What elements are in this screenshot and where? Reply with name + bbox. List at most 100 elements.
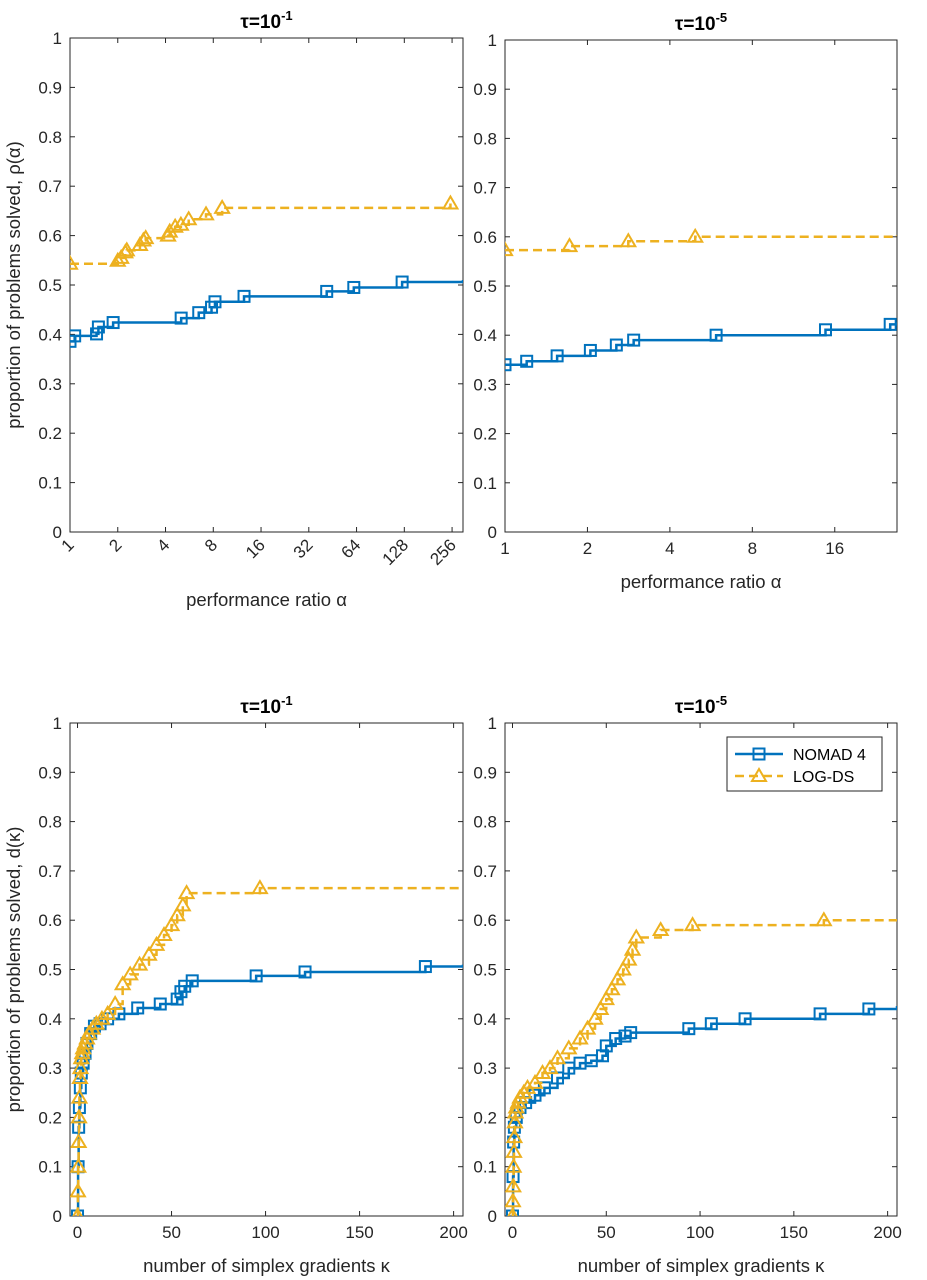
legend-label-logds: LOG-DS	[793, 769, 854, 786]
x-tick-label: 0	[73, 1223, 82, 1242]
axes-box	[504, 722, 898, 1217]
x-tick-label: 1	[500, 539, 509, 558]
series-nomad4	[505, 317, 897, 372]
series-logds	[70, 879, 463, 1216]
x-tick-label: 16	[825, 539, 844, 558]
y-tick-label: 0	[53, 1207, 62, 1226]
chart-title: τ=10-5	[675, 693, 727, 718]
legend-label-nomad4: NOMAD 4	[793, 747, 866, 764]
data-point-nomad4	[596, 1049, 610, 1063]
y-tick-label: 1	[53, 29, 62, 48]
data-point-logds	[541, 1059, 559, 1075]
data-point-nomad4	[704, 1017, 718, 1031]
y-tick-label: 0.4	[473, 1010, 497, 1029]
x-tick-label: 128	[379, 535, 412, 568]
y-tick-label: 0.5	[473, 961, 497, 980]
data-point-nomad4	[249, 969, 263, 983]
data-point-logds	[70, 1182, 87, 1198]
y-tick-label: 0.9	[473, 763, 497, 782]
x-tick-label: 200	[439, 1223, 467, 1242]
data-point-logds	[71, 1068, 89, 1084]
data-point-logds	[623, 940, 642, 956]
data-point-logds	[505, 1192, 522, 1208]
y-tick-label: 0.1	[473, 474, 497, 493]
data-point-nomad4	[682, 1022, 696, 1036]
x-tick-label: 4	[665, 539, 674, 558]
legend-marker-logds	[750, 767, 768, 782]
data-point-nomad4	[170, 992, 184, 1006]
x-tick-label: 256	[426, 535, 459, 568]
data-point-nomad4	[609, 1032, 623, 1046]
y-tick-label: 0.1	[473, 1158, 497, 1177]
y-tick-label: 0	[53, 523, 62, 542]
legend-marker-nomad4	[752, 747, 766, 761]
data-point-logds	[130, 955, 149, 971]
data-point-nomad4	[583, 343, 597, 357]
data-point-logds	[109, 251, 127, 267]
y-tick-label: 0.4	[38, 325, 62, 344]
data-point-logds	[533, 1064, 552, 1080]
data-point-logds	[70, 1108, 88, 1124]
data-point-logds	[140, 945, 158, 961]
y-tick-label: 0.5	[38, 961, 62, 980]
data-point-nomad4	[70, 329, 82, 343]
data-point-logds	[73, 1044, 91, 1060]
data-point-nomad4	[91, 320, 105, 334]
data-point-logds	[619, 232, 638, 248]
x-tick-label: 1	[58, 535, 78, 555]
y-tick-label: 0.5	[38, 276, 62, 295]
data-point-nomad4	[709, 328, 723, 342]
y-tick-label: 0.3	[473, 1059, 497, 1078]
series-line-logds	[505, 235, 897, 252]
x-tick-label: 64	[338, 535, 365, 562]
data-point-logds	[507, 1207, 518, 1216]
data-point-logds	[155, 926, 173, 941]
chart-title-base: τ=10	[240, 697, 281, 718]
data-point-logds	[118, 241, 136, 257]
x-tick-label: 100	[251, 1223, 279, 1242]
y-tick-label: 0.9	[38, 78, 62, 97]
x-axis-label: number of simplex gradients κ	[143, 1255, 391, 1276]
y-tick-label: 0.6	[38, 227, 62, 246]
data-point-logds	[578, 1019, 597, 1035]
data-point-logds	[571, 1029, 589, 1045]
axes-box	[69, 37, 464, 533]
data-point-logds	[614, 960, 632, 976]
x-tick-label: 8	[748, 539, 757, 558]
data-point-logds	[72, 1049, 91, 1065]
data-point-logds	[179, 210, 198, 226]
data-point-logds	[106, 995, 124, 1011]
data-point-logds	[93, 1009, 111, 1025]
data-point-logds	[87, 1014, 106, 1030]
data-point-nomad4	[185, 974, 199, 988]
y-tick-label: 0.6	[473, 911, 497, 930]
data-point-logds	[70, 1157, 88, 1173]
data-point-nomad4	[883, 317, 897, 331]
x-tick-label: 32	[290, 535, 317, 562]
y-tick-label: 1	[488, 31, 497, 50]
y-tick-label: 0.8	[473, 129, 497, 148]
data-point-logds	[505, 241, 514, 257]
data-point-nomad4	[106, 316, 120, 330]
y-tick-label: 0.1	[38, 1158, 62, 1177]
chart-title-exponent: -1	[281, 8, 293, 23]
data-point-nomad4	[624, 1026, 638, 1040]
data-point-logds	[505, 1157, 523, 1173]
data-point-logds	[251, 879, 269, 895]
data-point-logds	[505, 1142, 523, 1158]
series-logds	[70, 194, 460, 270]
y-tick-label: 0.7	[473, 862, 497, 881]
y-tick-label: 0.4	[38, 1010, 62, 1029]
data-point-logds	[72, 1207, 83, 1216]
y-tick-label: 0.9	[473, 80, 497, 99]
x-tick-label: 4	[153, 535, 173, 555]
chart-panel-1: 0 0.1 0.2 0.3 0.4 0.5 0.6 0.7 0.8 0.9 1 1 2 4 8 16 32 64 1…	[3, 8, 464, 610]
y-tick-label: 0.6	[473, 228, 497, 247]
x-axis-label: performance ratio α	[621, 571, 782, 592]
data-point-logds	[505, 1128, 524, 1144]
data-point-nomad4	[90, 327, 104, 341]
y-tick-label: 0	[488, 523, 497, 542]
series-line-logds	[511, 918, 897, 1216]
chart-panel-4: 0 0.1 0.2 0.3 0.4 0.5 0.6 0.7 0.8 0.9 1 0 50 100 150 20…	[473, 693, 901, 1276]
data-point-logds	[586, 1009, 604, 1025]
